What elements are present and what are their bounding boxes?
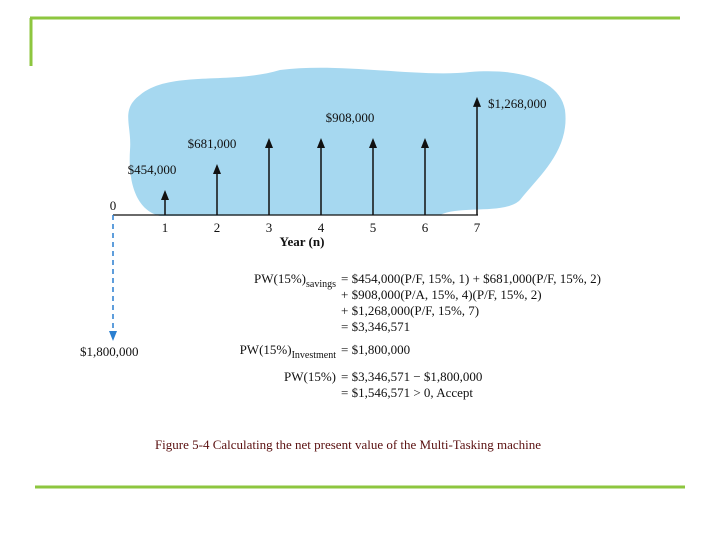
year-label: 3 xyxy=(266,220,273,235)
equation-right: = $1,800,000 xyxy=(341,342,410,357)
equation-subscript: Investment xyxy=(292,350,337,361)
equation-symbol: PW(15%) xyxy=(284,369,336,384)
caption: Figure 5-4 Calculating the net present v… xyxy=(155,437,541,452)
equation-right: + $908,000(P/A, 15%, 4)(P/F, 15%, 2) xyxy=(341,287,542,302)
cash-flow-label: $454,000 xyxy=(128,162,177,177)
equation-left: PW(15%) xyxy=(284,369,336,384)
equation-right: = $3,346,571 − $1,800,000 xyxy=(341,369,482,384)
arrow-head xyxy=(421,138,429,149)
x-axis-label: Year (n) xyxy=(280,234,325,249)
equation-right: = $454,000(P/F, 15%, 1) + $681,000(P/F, … xyxy=(341,271,601,286)
origin-label: 0 xyxy=(110,198,117,213)
equation-right: + $1,268,000(P/F, 15%, 7) xyxy=(341,303,479,318)
equation-right: = $1,546,571 > 0, Accept xyxy=(341,385,473,400)
equation-subscript: savings xyxy=(306,279,336,290)
outflow-label: $1,800,000 xyxy=(80,344,139,359)
arrow-head xyxy=(369,138,377,149)
year-label: 4 xyxy=(318,220,325,235)
equation-symbol: PW(15%) xyxy=(240,342,292,357)
arrow-head xyxy=(213,164,221,175)
year-label: 7 xyxy=(474,220,481,235)
equation-left: PW(15%)savings xyxy=(254,271,336,290)
arrow-head xyxy=(265,138,273,149)
background-blob xyxy=(128,67,566,217)
arrow-head xyxy=(109,331,117,341)
arrow-head xyxy=(473,96,481,107)
cash-flow-label: $1,268,000 xyxy=(488,96,547,111)
year-label: 2 xyxy=(214,220,221,235)
equation-right: = $3,346,571 xyxy=(341,319,410,334)
equations: PW(15%)savings = $454,000(P/F, 15%, 1) + … xyxy=(240,271,601,400)
year-label: 5 xyxy=(370,220,377,235)
arrow-head xyxy=(161,190,169,201)
equation-left: PW(15%)Investment xyxy=(240,342,337,361)
cash-flow-label: $681,000 xyxy=(188,136,237,151)
cash-flow-label: $908,000 xyxy=(326,110,375,125)
equation-symbol: PW(15%) xyxy=(254,271,306,286)
year-label: 6 xyxy=(422,220,429,235)
arrow-head xyxy=(317,138,325,149)
year-label: 1 xyxy=(162,220,169,235)
